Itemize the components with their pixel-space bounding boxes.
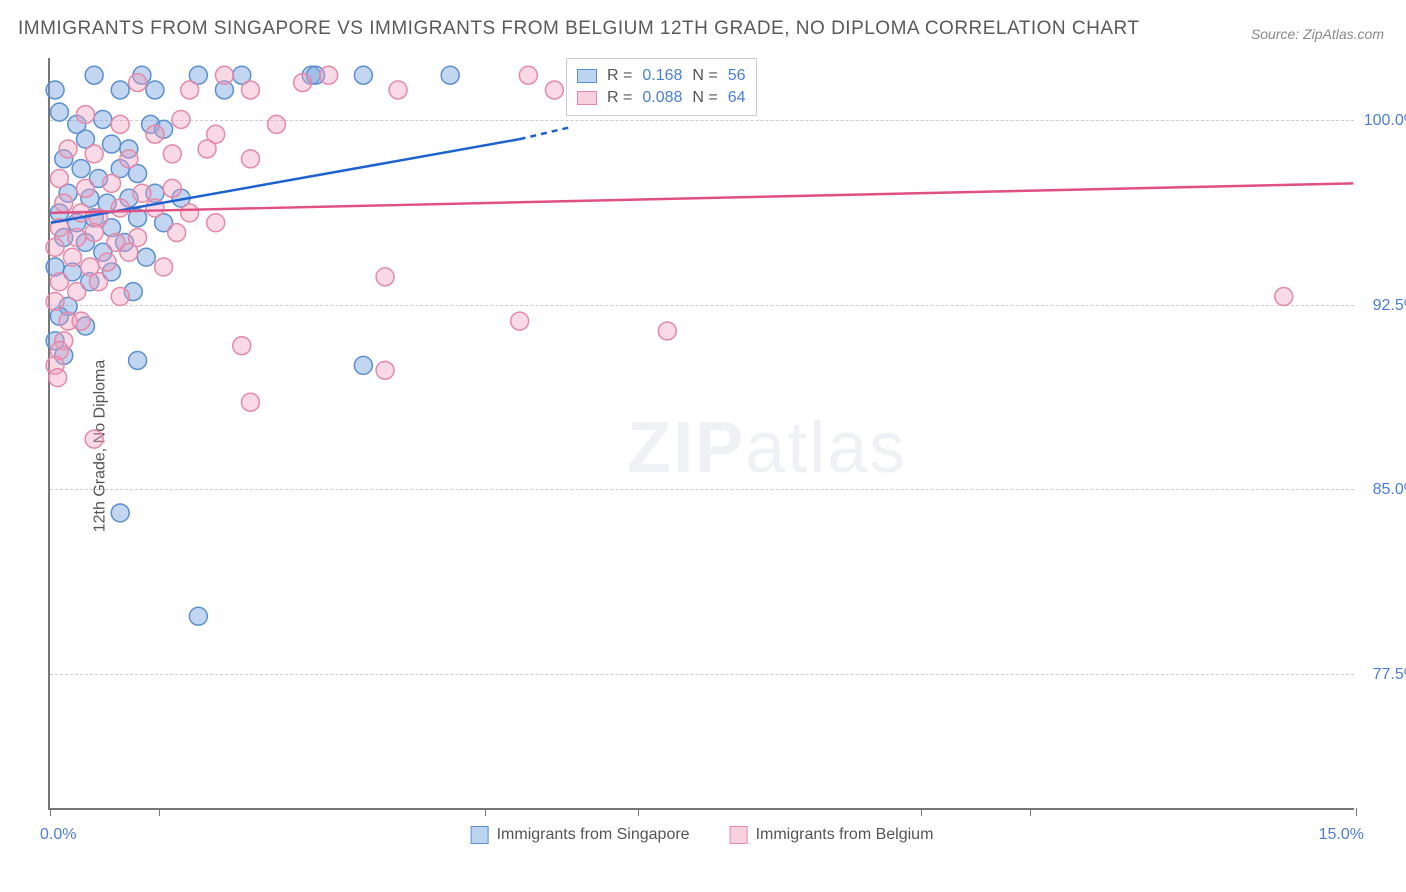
- chart-title: IMMIGRANTS FROM SINGAPORE VS IMMIGRANTS …: [18, 18, 1140, 40]
- legend-label-belgium: Immigrants from Belgium: [756, 826, 934, 844]
- stat-R-label: R =: [607, 89, 632, 107]
- y-tick-label: 92.5%: [1373, 297, 1406, 315]
- stat-N-label: N =: [692, 67, 717, 85]
- x-tick: [921, 808, 922, 816]
- trend-line-dashed: [520, 127, 572, 139]
- stats-row-belgium: R = 0.088 N = 64: [577, 87, 746, 109]
- stat-N-value-belgium: 64: [728, 89, 746, 107]
- stats-row-singapore: R = 0.168 N = 56: [577, 65, 746, 87]
- stat-R-value-belgium: 0.088: [642, 89, 682, 107]
- legend-swatch-belgium: [730, 826, 748, 844]
- stats-box: R = 0.168 N = 56 R = 0.088 N = 64: [566, 58, 757, 116]
- legend-item-belgium: Immigrants from Belgium: [730, 826, 934, 844]
- stats-swatch-singapore: [577, 69, 597, 83]
- legend-item-singapore: Immigrants from Singapore: [471, 826, 690, 844]
- legend-swatch-singapore: [471, 826, 489, 844]
- stat-R-value-singapore: 0.168: [642, 67, 682, 85]
- x-tick: [638, 808, 639, 816]
- legend-bottom: Immigrants from Singapore Immigrants fro…: [471, 826, 934, 844]
- stat-R-label: R =: [607, 67, 632, 85]
- x-max-label: 15.0%: [1319, 826, 1364, 844]
- stat-N-label: N =: [692, 89, 717, 107]
- x-tick: [1356, 808, 1357, 816]
- trend-lines-layer: [50, 58, 1354, 808]
- legend-label-singapore: Immigrants from Singapore: [497, 826, 690, 844]
- x-tick: [485, 808, 486, 816]
- y-tick-label: 100.0%: [1364, 112, 1406, 130]
- y-tick-label: 85.0%: [1373, 481, 1406, 499]
- x-min-label: 0.0%: [40, 826, 76, 844]
- x-tick: [1030, 808, 1031, 816]
- stat-N-value-singapore: 56: [728, 67, 746, 85]
- x-tick: [159, 808, 160, 816]
- y-tick-label: 77.5%: [1373, 666, 1406, 684]
- plot-area: ZIPatlas 100.0%92.5%85.0%77.5% R = 0.168…: [48, 58, 1354, 810]
- x-tick: [50, 808, 51, 816]
- source-attribution: Source: ZipAtlas.com: [1251, 26, 1384, 42]
- stats-swatch-belgium: [577, 91, 597, 105]
